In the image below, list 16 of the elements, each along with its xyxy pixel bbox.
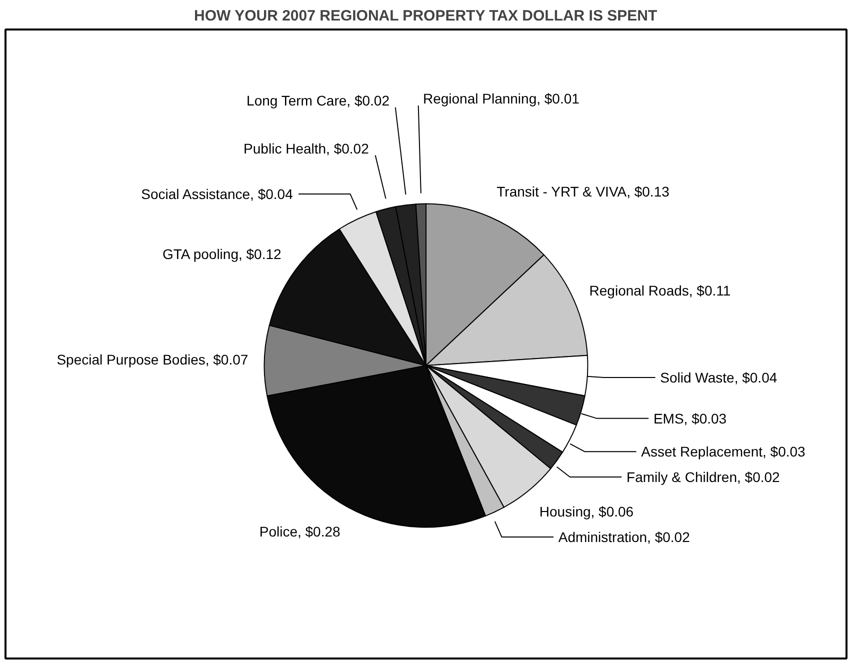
slice-label: Public Health, $0.02 (244, 140, 370, 157)
slice-label: Family & Children, $0.02 (626, 468, 780, 485)
slice-label: Solid Waste, $0.04 (660, 369, 778, 386)
slice-label: Asset Replacement, $0.03 (641, 444, 806, 460)
slice-label: Long Term Care, $0.02 (246, 92, 390, 109)
chart-title: HOW YOUR 2007 REGIONAL PROPERTY TAX DOLLAR IS SPENT (194, 8, 658, 24)
slice-label: Transit - YRT & VIVA, $0.13 (496, 184, 670, 200)
slice-label: Social Assistance, $0.04 (141, 186, 294, 202)
slice-label: Regional Roads, $0.11 (589, 282, 731, 298)
slice-label: Special Purpose Bodies, $0.07 (56, 352, 248, 368)
slice-label: GTA pooling, $0.12 (162, 246, 282, 262)
slice-label: Regional Planning, $0.01 (422, 90, 580, 107)
slice-label: EMS, $0.03 (653, 410, 727, 426)
slice-label: Housing, $0.06 (539, 504, 634, 520)
slice-label: Administration, $0.02 (558, 529, 690, 546)
slice-label: Police, $0.28 (259, 524, 341, 540)
